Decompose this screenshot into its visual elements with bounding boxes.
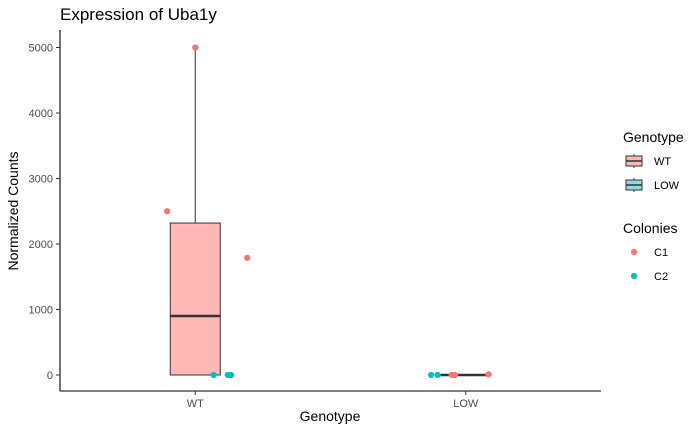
- plot-area: 0 1000 2000 3000 4000 5000 WT LOW: [29, 30, 601, 410]
- y-tick-label: 2000: [29, 239, 53, 251]
- legend-key-point: [630, 272, 638, 280]
- data-point-c1: [451, 371, 459, 379]
- data-point-c1: [485, 371, 492, 378]
- x-tick-label: WT: [187, 398, 204, 410]
- x-tick-label: LOW: [453, 398, 479, 410]
- data-point-c2: [210, 371, 217, 379]
- legend: Genotype WT LOW Colonies C1 C2: [623, 129, 684, 283]
- legend-label: WT: [654, 156, 671, 168]
- y-tick-label: 1000: [29, 305, 53, 317]
- data-point-c2: [227, 371, 235, 379]
- y-tick-label: 5000: [29, 43, 53, 55]
- legend-title: Colonies: [623, 220, 677, 236]
- legend-label: C1: [654, 247, 668, 259]
- y-tick-label: 3000: [29, 174, 53, 186]
- data-point-c1: [192, 44, 199, 51]
- data-point-c1: [244, 254, 251, 261]
- legend-label: C2: [654, 271, 668, 283]
- data-point-c1: [164, 208, 171, 215]
- legend-title: Genotype: [623, 129, 684, 145]
- chart-title: Expression of Uba1y: [60, 5, 217, 24]
- legend-key-point: [630, 248, 638, 256]
- y-tick-label: 0: [47, 370, 53, 382]
- box-wt: [169, 222, 221, 376]
- data-point-c2: [428, 371, 435, 379]
- data-point-c2: [434, 371, 441, 379]
- x-axis-title: Genotype: [300, 408, 361, 424]
- y-tick-label: 4000: [29, 108, 53, 120]
- legend-label: LOW: [654, 180, 680, 192]
- y-axis-title: Normalized Counts: [5, 151, 21, 270]
